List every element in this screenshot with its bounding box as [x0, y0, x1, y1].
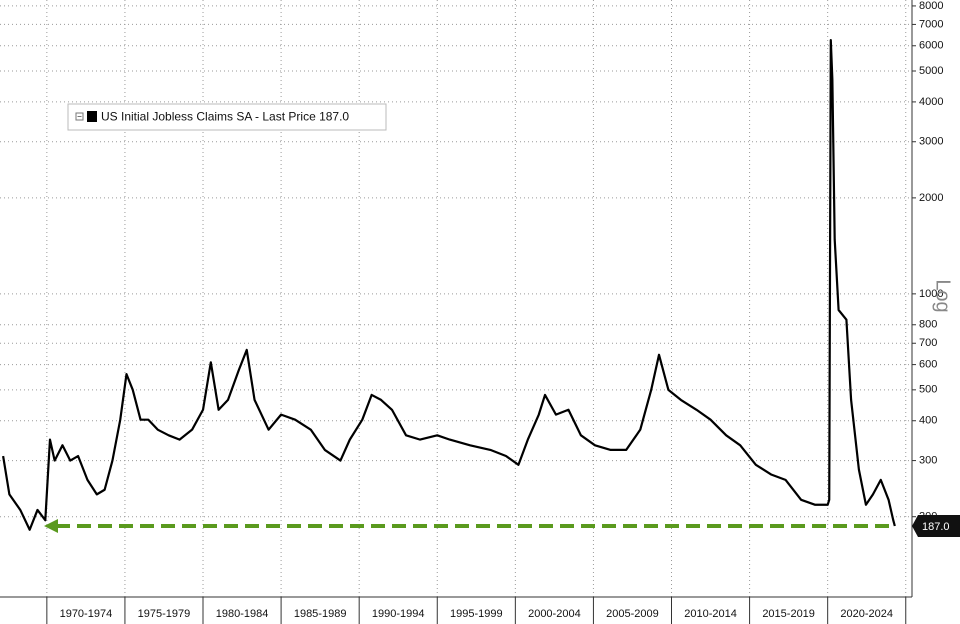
x-period-label: 1990-1994	[372, 608, 425, 620]
x-period-label: 1980-1984	[216, 608, 269, 620]
x-period-label: 2005-2009	[606, 608, 659, 620]
y-tick-label: 2000	[919, 192, 943, 204]
x-period-label: 2020-2024	[840, 608, 893, 620]
y-tick-label: 400	[919, 415, 937, 427]
x-period-label: 1970-1974	[60, 608, 113, 620]
plot-area	[2, 39, 896, 534]
scale-label: Log	[932, 279, 954, 312]
y-tick-label: 700	[919, 337, 937, 349]
y-tick-label: 800	[919, 319, 937, 331]
y-tick-label: 4000	[919, 96, 943, 108]
legend-swatch	[87, 111, 97, 122]
legend-box	[67, 103, 387, 131]
y-tick-label: 1000	[919, 288, 943, 300]
y-tick-label: 300	[919, 454, 937, 466]
x-period-label: 1975-1979	[138, 608, 191, 620]
last-price-label: 187.0	[922, 521, 950, 533]
x-period-label: 2015-2019	[762, 608, 815, 620]
grid	[0, 0, 912, 597]
y-tick-label: 8000	[919, 0, 943, 12]
y-tick-label: 5000	[919, 65, 943, 77]
x-period-label: 1985-1989	[294, 608, 347, 620]
y-tick-label: 600	[919, 359, 937, 371]
y-tick-label: 6000	[919, 40, 943, 52]
axes: 2003004005006007008001000200030004000500…	[46, 0, 960, 624]
y-tick-label: 7000	[919, 18, 943, 30]
last-price-box	[912, 515, 960, 538]
series-line	[2, 39, 896, 531]
x-period-label: 2010-2014	[684, 608, 737, 620]
reference-arrowhead	[44, 519, 58, 534]
legend: US Initial Jobless Claims SA - Last Pric…	[67, 103, 387, 131]
legend-label: US Initial Jobless Claims SA - Last Pric…	[101, 110, 349, 124]
x-period-label: 2000-2004	[528, 608, 581, 620]
y-tick-label: 3000	[919, 136, 943, 148]
y-tick-label: 500	[919, 384, 937, 396]
x-period-label: 1995-1999	[450, 608, 503, 620]
